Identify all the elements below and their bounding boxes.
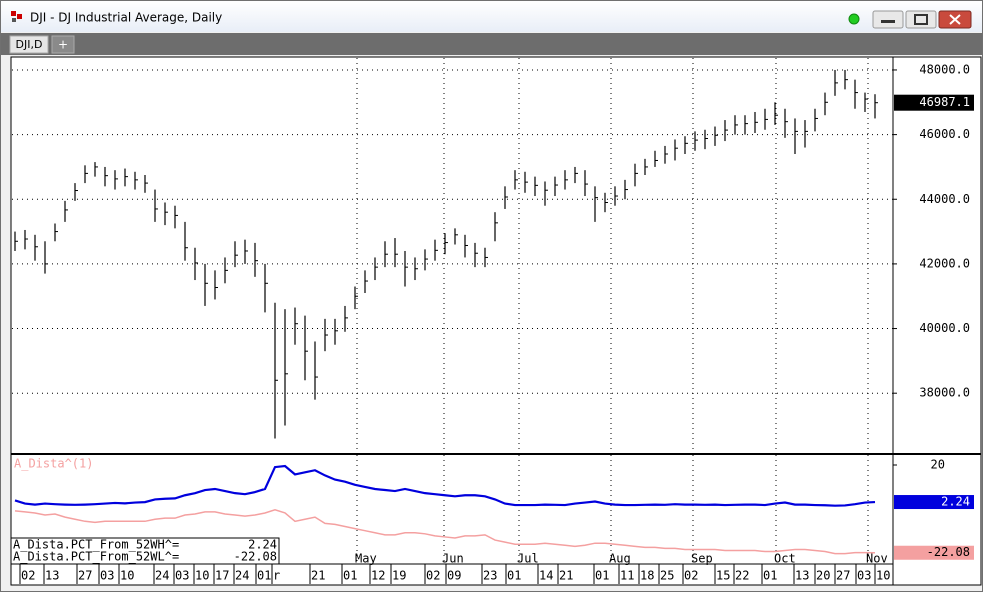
last-value-badge xyxy=(894,495,974,510)
x-tick-label: 01 xyxy=(507,569,521,583)
close-button[interactable] xyxy=(938,10,972,29)
y-tick-label: 42000.0 xyxy=(919,256,970,270)
month-label: Nov xyxy=(866,552,888,566)
x-tick-label: 14 xyxy=(539,569,553,583)
x-tick-label: 01 xyxy=(343,569,357,583)
x-tick-label: 17 xyxy=(215,569,229,583)
month-label: Jun xyxy=(442,552,464,566)
x-tick-label: 13 xyxy=(45,569,59,583)
x-tick-label: 10 xyxy=(195,569,209,583)
maximize-button[interactable] xyxy=(905,10,937,29)
symbol-tab[interactable]: DJI,D xyxy=(9,35,49,54)
indicator-line xyxy=(14,464,876,507)
legend-name: A_Dista.PCT_From_52WL^= xyxy=(13,550,179,564)
x-tick-label: 15 xyxy=(716,569,730,583)
y-tick-label: 20 xyxy=(931,458,945,472)
x-tick-label: 25 xyxy=(660,569,674,583)
x-tick-label: 01 xyxy=(595,569,609,583)
x-tick-label: 23 xyxy=(483,569,497,583)
x-tick-label: 27 xyxy=(836,569,850,583)
x-tick-label: 27 xyxy=(78,569,92,583)
y-tick-label: 48000.0 xyxy=(919,62,970,76)
app-icon xyxy=(11,11,22,22)
tab-bar xyxy=(1,33,982,55)
last-value-badge xyxy=(894,545,974,560)
x-tick-label: 03 xyxy=(857,569,871,583)
add-tab[interactable]: + xyxy=(51,35,75,54)
x-tick-label: 13 xyxy=(795,569,809,583)
window-title: DJI - DJ Industrial Average, Daily xyxy=(30,11,222,25)
x-tick-label: 01 xyxy=(257,569,271,583)
x-tick-label: 02 xyxy=(426,569,440,583)
add-tab-label: + xyxy=(58,38,68,52)
tab-label: DJI,D xyxy=(16,38,43,51)
y-tick-label: 38000.0 xyxy=(919,386,970,400)
x-tick-label: 02 xyxy=(684,569,698,583)
x-tick-label: 19 xyxy=(392,569,406,583)
x-tick-label: 21 xyxy=(559,569,573,583)
x-tick-label: 22 xyxy=(735,569,749,583)
x-tick-label: 02 xyxy=(21,569,35,583)
x-tick-label: 10 xyxy=(120,569,134,583)
x-tick-label: 20 xyxy=(816,569,830,583)
x-tick-label: 09 xyxy=(447,569,461,583)
minimize-button[interactable] xyxy=(872,10,904,29)
legend-value: 2.24 xyxy=(248,538,277,552)
last-value: 2.24 xyxy=(941,495,970,509)
month-label: May xyxy=(355,552,377,566)
title-bar xyxy=(1,1,982,32)
last-price: 46987.1 xyxy=(919,95,970,109)
x-tick-label: 18 xyxy=(640,569,654,583)
last-value: -22.08 xyxy=(927,545,970,559)
x-tick-label: 11 xyxy=(620,569,634,583)
month-label: Sep xyxy=(691,552,713,566)
legend-name: A_Dista.PCT_From_52WH^= xyxy=(13,538,179,552)
legend-box xyxy=(10,537,280,565)
x-tick-label: 10 xyxy=(876,569,890,583)
y-tick-label: 44000.0 xyxy=(919,192,970,206)
x-tick-label: 21 xyxy=(311,569,325,583)
y-tick-label: 40000.0 xyxy=(919,321,970,335)
month-label: Jul xyxy=(517,552,539,566)
month-label: Aug xyxy=(609,552,631,566)
x-tick-label: 01 xyxy=(763,569,777,583)
x-tick-label: 03 xyxy=(100,569,114,583)
indicator-line xyxy=(14,509,876,555)
x-tick-label: 24 xyxy=(235,569,249,583)
x-tick-label: 12 xyxy=(371,569,385,583)
x-tick-label: 24 xyxy=(155,569,169,583)
last-price-badge xyxy=(894,94,974,111)
legend-value: -22.08 xyxy=(234,550,277,564)
status-light xyxy=(848,13,860,25)
x-tick-label: r xyxy=(273,569,280,583)
month-label: Oct xyxy=(774,552,796,566)
chart-area xyxy=(10,56,982,586)
pane-title: A_Dista^(1) xyxy=(14,457,93,471)
y-tick-label: 46000.0 xyxy=(919,127,970,141)
x-tick-label: 03 xyxy=(175,569,189,583)
